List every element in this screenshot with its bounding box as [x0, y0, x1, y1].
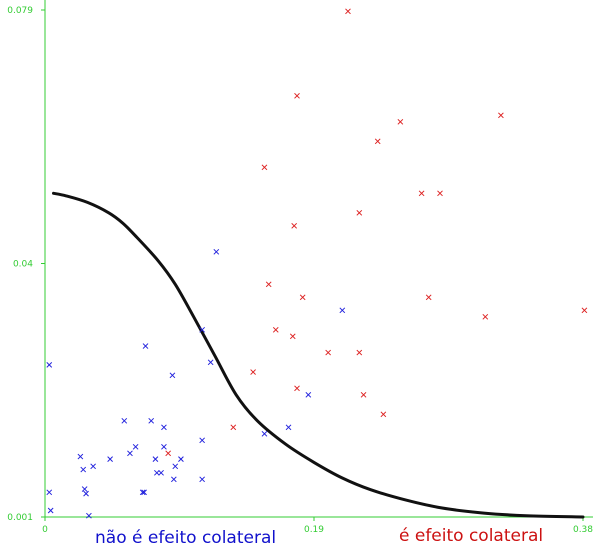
point-negative: [199, 326, 206, 333]
x-tick-label: 0.19: [304, 525, 324, 535]
point-negative: [152, 456, 159, 463]
point-negative: [172, 463, 179, 470]
legend-negative-label: não é efeito colateral: [95, 528, 276, 547]
point-negative: [153, 469, 160, 476]
y-tick-label: 0.001: [7, 513, 33, 523]
point-negative: [83, 490, 89, 497]
point-positive: [230, 424, 237, 431]
point-negative: [47, 507, 54, 514]
decision-boundary-curve: [51, 191, 585, 519]
point-positive: [397, 118, 404, 125]
point-positive: [325, 349, 332, 356]
tick-labels: 0 0.19 0.38 0.001 0.04 0.079: [7, 6, 593, 535]
point-positive: [418, 190, 425, 197]
y-tick-label: 0.04: [13, 260, 33, 270]
axes: [44, 0, 593, 518]
point-positive: [272, 326, 279, 333]
point-positive: [498, 112, 504, 119]
point-negative: [127, 450, 133, 457]
point-negative: [132, 443, 139, 450]
point-negative: [46, 362, 53, 368]
point-positive: [261, 164, 268, 171]
point-positive: [581, 307, 588, 314]
point-negative: [285, 424, 292, 431]
point-negative: [86, 512, 92, 519]
point-negative: [80, 466, 87, 473]
point-positive: [289, 333, 296, 340]
point-negative: [305, 391, 312, 398]
point-negative: [81, 486, 88, 492]
x-tick-label: 0.38: [573, 525, 593, 535]
point-negative: [199, 437, 206, 444]
point-negative: [107, 456, 113, 463]
point-negative: [90, 463, 96, 470]
point-positive: [437, 190, 443, 197]
point-negative: [213, 248, 220, 255]
point-positive: [250, 369, 256, 375]
point-negative: [169, 372, 176, 379]
point-positive: [380, 411, 387, 418]
decision-boundary-layer: [51, 191, 585, 519]
legend-positive-label: é efeito colateral: [399, 526, 543, 546]
x-tick-label: 0: [42, 525, 48, 535]
point-negative: [170, 476, 177, 483]
point-negative: [161, 424, 167, 431]
point-negative: [139, 489, 146, 496]
point-negative: [178, 456, 184, 463]
point-negative: [339, 307, 346, 314]
point-negative: [161, 443, 167, 450]
point-positive: [265, 281, 272, 288]
point-positive: [345, 8, 351, 15]
point-negative: [46, 489, 53, 496]
y-tick-label: 0.079: [7, 6, 33, 16]
point-negative: [207, 359, 214, 366]
point-negative: [77, 453, 84, 460]
point-positive: [356, 209, 363, 216]
point-negative: [148, 417, 155, 424]
point-positive: [360, 391, 367, 398]
point-positive: [165, 450, 172, 457]
point-positive: [294, 92, 300, 99]
point-negative: [141, 489, 147, 496]
point-positive: [425, 294, 432, 301]
point-positive: [356, 349, 363, 356]
points-layer: [46, 8, 588, 519]
point-negative: [121, 417, 128, 424]
point-negative: [261, 430, 268, 437]
point-negative: [199, 476, 206, 483]
point-positive: [374, 138, 381, 145]
point-negative: [142, 343, 149, 349]
point-positive: [294, 385, 300, 392]
point-positive: [291, 222, 298, 229]
point-positive: [482, 313, 489, 320]
point-positive: [299, 294, 306, 301]
point-negative: [158, 469, 164, 476]
